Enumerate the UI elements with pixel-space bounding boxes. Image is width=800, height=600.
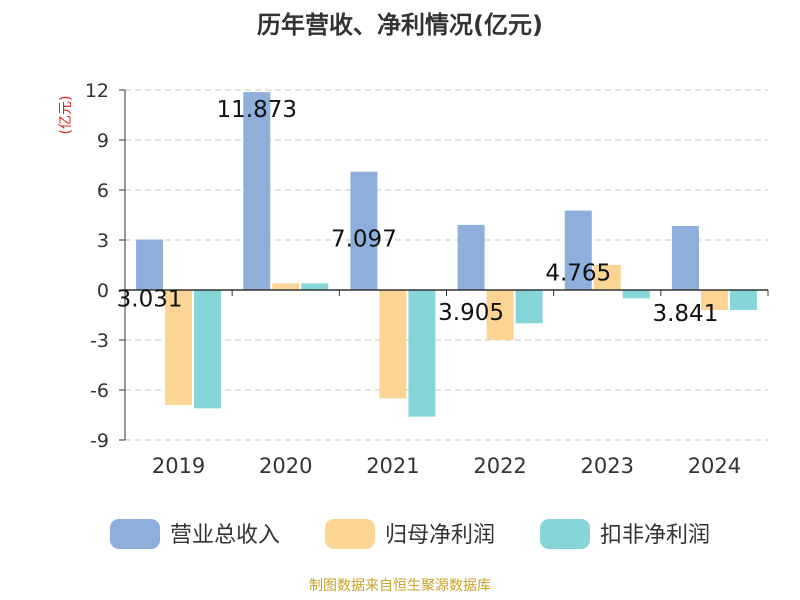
bar (729, 290, 757, 310)
grid-lines (125, 89, 768, 441)
bar (515, 290, 543, 324)
bar (194, 290, 222, 409)
legend-swatch (110, 519, 160, 549)
y-axis-label: (亿元) (58, 96, 74, 135)
x-tick-label: 2022 (473, 454, 526, 478)
legend-label: 营业总收入 (170, 523, 280, 548)
data-label: 3.841 (652, 301, 718, 327)
y-tick-label: -6 (90, 380, 109, 402)
bar (272, 283, 300, 290)
bars (136, 92, 757, 417)
y-tick-label: 0 (97, 280, 109, 302)
legend-swatch (540, 519, 590, 549)
data-label: 3.031 (117, 286, 183, 312)
bar (593, 265, 621, 290)
y-tick-label: 6 (97, 180, 109, 202)
data-label: 3.905 (438, 300, 504, 326)
source-note: 制图数据来自恒生聚源数据库 (309, 578, 491, 594)
x-tick-label: 2019 (152, 454, 205, 478)
x-tick-label: 2020 (259, 454, 312, 478)
x-tick-label: 2021 (366, 454, 419, 478)
bar (622, 290, 650, 299)
data-label: 7.097 (331, 227, 397, 253)
bar (243, 92, 271, 290)
bar (700, 290, 728, 310)
bar (301, 283, 329, 290)
bar (136, 239, 164, 290)
legend-label: 归母净利润 (385, 523, 495, 548)
bar (457, 224, 485, 290)
y-tick-label: -3 (90, 330, 109, 352)
x-tick-label: 2024 (688, 454, 741, 478)
legend-swatch (325, 519, 375, 549)
bar (408, 290, 436, 417)
bar (350, 171, 378, 290)
x-tick-label: 2023 (581, 454, 634, 478)
legend-label: 扣非净利润 (600, 523, 710, 548)
data-label: 4.765 (545, 261, 611, 287)
legend: 营业总收入 归母净利润 扣非净利润 (110, 519, 710, 549)
y-tick-label: 9 (97, 130, 109, 152)
bar (379, 290, 407, 399)
bar (671, 225, 699, 290)
axes: 12 9 6 3 0 -3 -6 -9 2019 2020 2021 2022 2023 2024 (85, 80, 769, 478)
bar (564, 210, 592, 290)
bar (165, 290, 193, 405)
chart-title: 历年营收、净利情况(亿元) (257, 11, 543, 39)
bar (486, 290, 514, 340)
data-label: 11.873 (217, 97, 297, 123)
y-tick-label: 12 (85, 80, 109, 102)
y-tick-label: 3 (97, 230, 109, 252)
data-labels: 3.031 11.873 7.097 3.905 4.765 3.841 (117, 97, 719, 327)
y-tick-label: -9 (90, 430, 109, 452)
